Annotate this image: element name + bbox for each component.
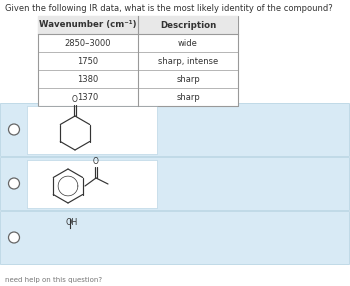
Text: 1370: 1370 — [77, 92, 99, 102]
Text: sharp: sharp — [176, 74, 200, 84]
Circle shape — [8, 124, 20, 135]
Text: Description: Description — [160, 21, 216, 29]
Bar — [38, 16, 238, 34]
Text: O: O — [93, 156, 99, 166]
Bar — [27, 160, 157, 208]
Text: need help on this question?: need help on this question? — [5, 277, 102, 283]
Text: 1380: 1380 — [77, 74, 99, 84]
Bar — [27, 106, 157, 154]
Bar — [38, 16, 238, 106]
Text: Wavenumber (cm⁻¹): Wavenumber (cm⁻¹) — [39, 21, 137, 29]
Bar — [0, 103, 349, 156]
Text: wide: wide — [178, 39, 198, 47]
Text: Given the following IR data, what is the most likely identity of the compound?: Given the following IR data, what is the… — [5, 4, 333, 13]
Circle shape — [8, 232, 20, 243]
Text: O: O — [72, 94, 78, 104]
Text: 1750: 1750 — [77, 57, 99, 65]
Circle shape — [8, 178, 20, 189]
Bar — [0, 211, 349, 264]
Text: sharp: sharp — [176, 92, 200, 102]
Text: OH: OH — [66, 218, 78, 227]
Text: 2850–3000: 2850–3000 — [65, 39, 111, 47]
Bar — [0, 157, 349, 210]
Text: sharp, intense: sharp, intense — [158, 57, 218, 65]
